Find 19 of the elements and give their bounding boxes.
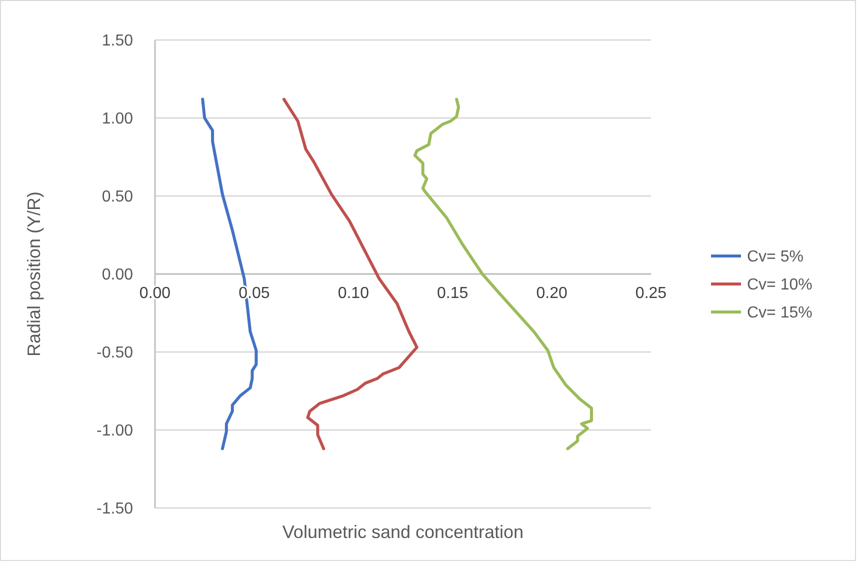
y-tick-label: -1.00 (96, 422, 134, 440)
y-tick-label: 1.00 (102, 110, 134, 128)
y-tick-label: 1.50 (102, 32, 134, 50)
legend-label: Cv= 5% (747, 248, 804, 266)
y-tick-label: 0.50 (102, 188, 134, 206)
y-tick-label: -0.50 (96, 344, 134, 362)
y-tick-label: 0.00 (102, 266, 134, 284)
x-tick-label: 0.15 (437, 285, 468, 302)
line-series (413, 98, 593, 450)
x-axis-title: Volumetric sand concentration (282, 522, 524, 542)
x-tick-label: 0.20 (536, 285, 568, 302)
legend-label: Cv= 15% (747, 304, 812, 322)
y-axis-title: Radial position (Y/R) (24, 191, 44, 357)
x-tick-label: 0.00 (139, 285, 171, 302)
line-series (282, 98, 418, 450)
x-tick-label: 0.25 (635, 285, 667, 302)
legend-label: Cv= 10% (747, 276, 812, 294)
y-tick-label: -1.50 (96, 500, 134, 518)
x-tick-label: 0.10 (338, 285, 370, 302)
